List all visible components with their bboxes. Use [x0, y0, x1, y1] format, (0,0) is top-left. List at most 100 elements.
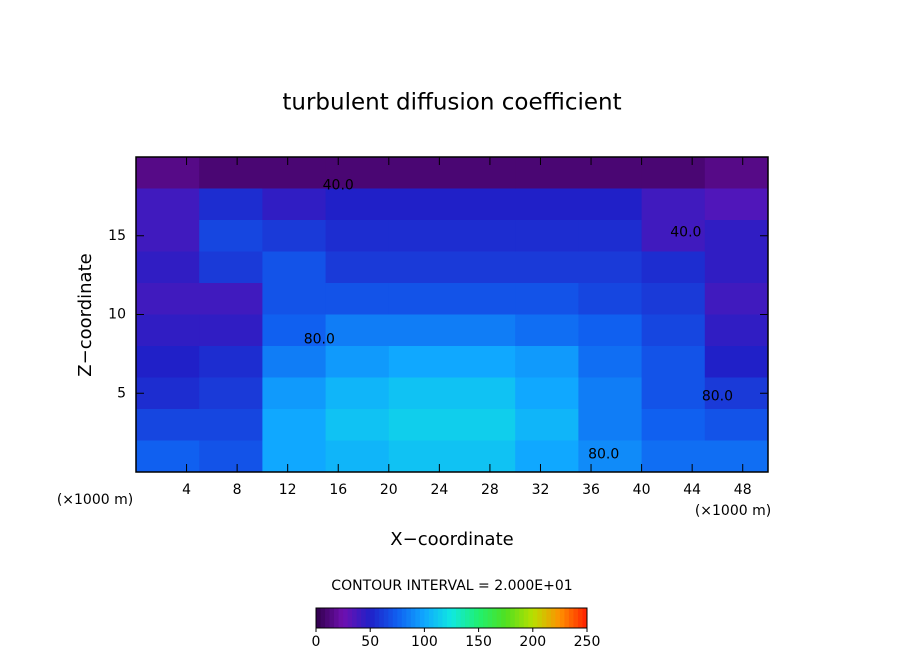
y-tick-label: 10 — [108, 307, 126, 323]
field-cell — [136, 409, 200, 441]
colorbar-tick-label: 200 — [519, 634, 546, 650]
colorbar-segment — [424, 608, 430, 628]
field-cell — [136, 283, 200, 315]
colorbar-segment — [528, 608, 534, 628]
colorbar-tick-label: 250 — [574, 634, 601, 650]
contour-label: 40.0 — [323, 177, 354, 193]
colorbar-segment — [343, 608, 349, 628]
chart-title: turbulent diffusion coefficient — [282, 90, 621, 116]
field-cell — [388, 314, 453, 347]
field-cell — [515, 409, 579, 441]
x-tick-label: 36 — [582, 482, 600, 498]
field-cell — [388, 220, 453, 252]
colorbar-segment — [559, 608, 565, 628]
x-unit: (×1000 m) — [695, 503, 771, 519]
field-cell — [199, 220, 263, 252]
field-cell — [515, 188, 579, 221]
field-cell — [262, 251, 327, 284]
field-cell — [388, 251, 453, 284]
colorbar-segment — [532, 608, 538, 628]
field-cell — [262, 157, 327, 189]
colorbar-segment — [406, 608, 412, 628]
field-cell — [388, 188, 453, 221]
field-cell — [452, 283, 516, 315]
field-cell — [199, 409, 263, 441]
colorbar-segment — [483, 608, 489, 628]
colorbar-segment — [374, 608, 380, 628]
field-cell — [515, 157, 579, 189]
field-cell — [262, 440, 327, 473]
colorbar-segment — [325, 608, 331, 628]
field-cell — [515, 346, 579, 378]
colorbar-segment — [546, 608, 552, 628]
field-cell — [388, 346, 453, 378]
field-cell — [578, 346, 643, 378]
field-cell — [704, 314, 769, 347]
field-cell — [452, 251, 516, 284]
colorbar-segment — [510, 608, 516, 628]
field-cell — [704, 251, 769, 284]
field-cell — [325, 440, 390, 473]
field-cell — [515, 377, 579, 410]
field-cell — [136, 157, 200, 189]
colorbar-segment — [383, 608, 389, 628]
colorbar-segment — [555, 608, 561, 628]
field-cell — [136, 377, 200, 410]
field-cell — [641, 157, 706, 189]
field-cell — [262, 377, 327, 410]
field-cell — [704, 409, 769, 441]
x-tick-label: 44 — [683, 482, 701, 498]
field-cell — [199, 157, 263, 189]
field-cell — [388, 440, 453, 473]
colorbar-segment — [582, 608, 588, 628]
colorbar-segment — [419, 608, 425, 628]
colorbar-segment — [347, 608, 353, 628]
field-cell — [199, 377, 263, 410]
field-cell — [641, 251, 706, 284]
colorbar-segment — [388, 608, 394, 628]
y-unit: (×1000 m) — [57, 492, 133, 508]
field-cell — [388, 377, 453, 410]
field-cell — [199, 314, 263, 347]
colorbar-segment — [465, 608, 471, 628]
field-cell — [641, 440, 706, 473]
x-tick-label: 16 — [329, 482, 347, 498]
field-cell — [641, 314, 706, 347]
x-axis-label: X−coordinate — [390, 529, 513, 550]
field-cell — [325, 314, 390, 347]
colorbar-segment — [379, 608, 385, 628]
field-cell — [641, 283, 706, 315]
field-cell — [452, 220, 516, 252]
colorbar-segment — [370, 608, 376, 628]
field-cell — [199, 283, 263, 315]
colorbar-tick-label: 50 — [361, 634, 379, 650]
colorbar-segment — [356, 608, 362, 628]
field-cell — [578, 157, 643, 189]
colorbar-segment — [460, 608, 466, 628]
field-cell — [578, 220, 643, 252]
field-cell — [641, 220, 706, 252]
field-cell — [704, 157, 769, 189]
field-cell — [578, 251, 643, 284]
field-cell — [452, 157, 516, 189]
field-cell — [199, 440, 263, 473]
field-cell — [136, 220, 200, 252]
colorbar-segment — [437, 608, 443, 628]
field-cell — [262, 346, 327, 378]
field-cell — [515, 251, 579, 284]
colorbar-frame — [315, 607, 588, 629]
colorbar-segment — [451, 608, 457, 628]
colorbar-segment — [568, 608, 574, 628]
colorbar-segment — [577, 608, 583, 628]
colorbar-segment — [487, 608, 493, 628]
field-cell — [452, 377, 516, 410]
x-tick-label: 8 — [233, 482, 242, 498]
field-cell — [136, 188, 200, 221]
field-cell — [578, 188, 643, 221]
field-cell — [515, 440, 579, 473]
field-cell — [704, 377, 769, 410]
colorbar-segment — [501, 608, 507, 628]
colorbar-segment — [415, 608, 421, 628]
colorbar-tick-label: 0 — [312, 634, 321, 650]
